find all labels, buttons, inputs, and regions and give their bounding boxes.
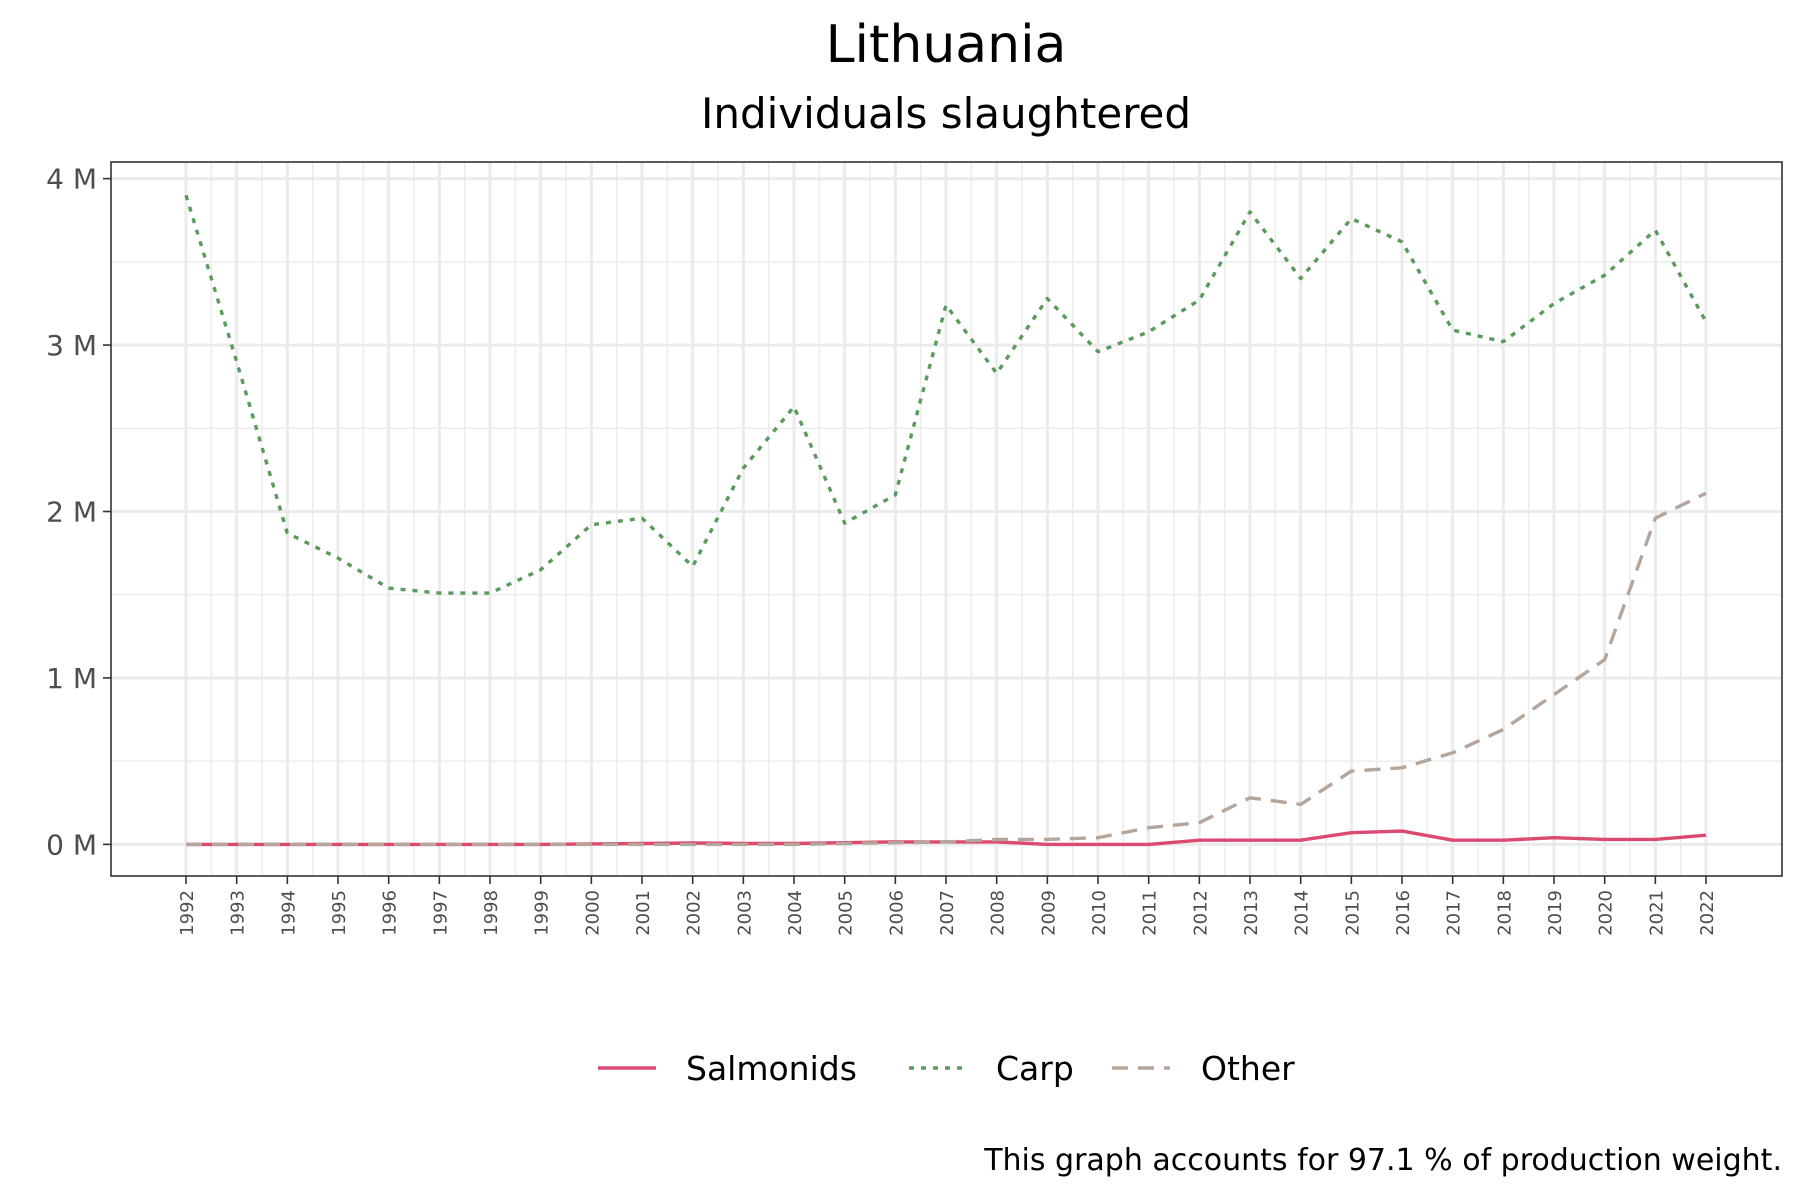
x-tick-label: 2009: [1038, 890, 1059, 936]
x-tick-label: 2017: [1444, 890, 1465, 936]
legend-label-other: Other: [1201, 1049, 1295, 1088]
x-tick-label: 2022: [1697, 890, 1718, 936]
x-tick-label: 2004: [785, 890, 806, 936]
x-tick-label: 1995: [329, 890, 350, 936]
legend-label-carp: Carp: [996, 1049, 1074, 1088]
x-tick-label: 2005: [836, 890, 857, 936]
x-tick-label: 2020: [1596, 890, 1617, 936]
chart-subtitle: Individuals slaughtered: [701, 89, 1191, 138]
x-tick-label: 1997: [430, 890, 451, 936]
x-tick-label: 1999: [532, 890, 553, 936]
x-tick-label: 2006: [886, 890, 907, 936]
x-tick-label: 2003: [734, 890, 755, 936]
x-tick-label: 2007: [937, 890, 958, 936]
x-tick-label: 2018: [1494, 890, 1515, 936]
chart-caption: This graph accounts for 97.1 % of produc…: [983, 1143, 1782, 1178]
x-tick-label: 2001: [633, 890, 654, 936]
x-tick-label: 2014: [1292, 890, 1313, 936]
y-tick-label: 4 M: [46, 163, 97, 196]
x-tick-label: 2013: [1241, 890, 1262, 936]
x-tick-label: 1996: [380, 890, 401, 936]
x-tick-label: 2008: [988, 890, 1009, 936]
x-tick-label: 2011: [1140, 890, 1161, 936]
y-tick-label: 1 M: [46, 662, 97, 695]
series-line-other: [186, 491, 1707, 847]
y-tick-label: 2 M: [46, 496, 97, 529]
x-tick-label: 2002: [684, 890, 705, 936]
x-tick-label: 2000: [582, 890, 603, 936]
legend: Salmonids Carp Other: [598, 1049, 1295, 1088]
x-tick-label: 2016: [1393, 890, 1414, 936]
y-tick-label: 0 M: [46, 828, 97, 861]
x-tick-label: 2010: [1089, 890, 1110, 936]
x-tick-label: 1993: [228, 890, 249, 936]
series-line-carp: [184, 194, 1708, 595]
plot-area: 0 M 1 M 2 M 3 M 4 M 1992 1993 1994 1995 1996 1997 1…: [46, 161, 1783, 936]
legend-label-salmonids: Salmonids: [686, 1049, 857, 1088]
x-tick-label: 2012: [1190, 890, 1211, 936]
x-tick-label: 1998: [481, 890, 502, 936]
y-tick-label: 3 M: [46, 329, 97, 362]
chart-title: Lithuania: [826, 15, 1067, 75]
x-tick-label: 1992: [177, 890, 198, 936]
x-tick-label: 2021: [1646, 890, 1667, 936]
x-tick-label: 1994: [278, 890, 299, 936]
x-tick-label: 2019: [1545, 890, 1566, 936]
x-tick-label: 2015: [1342, 890, 1363, 936]
